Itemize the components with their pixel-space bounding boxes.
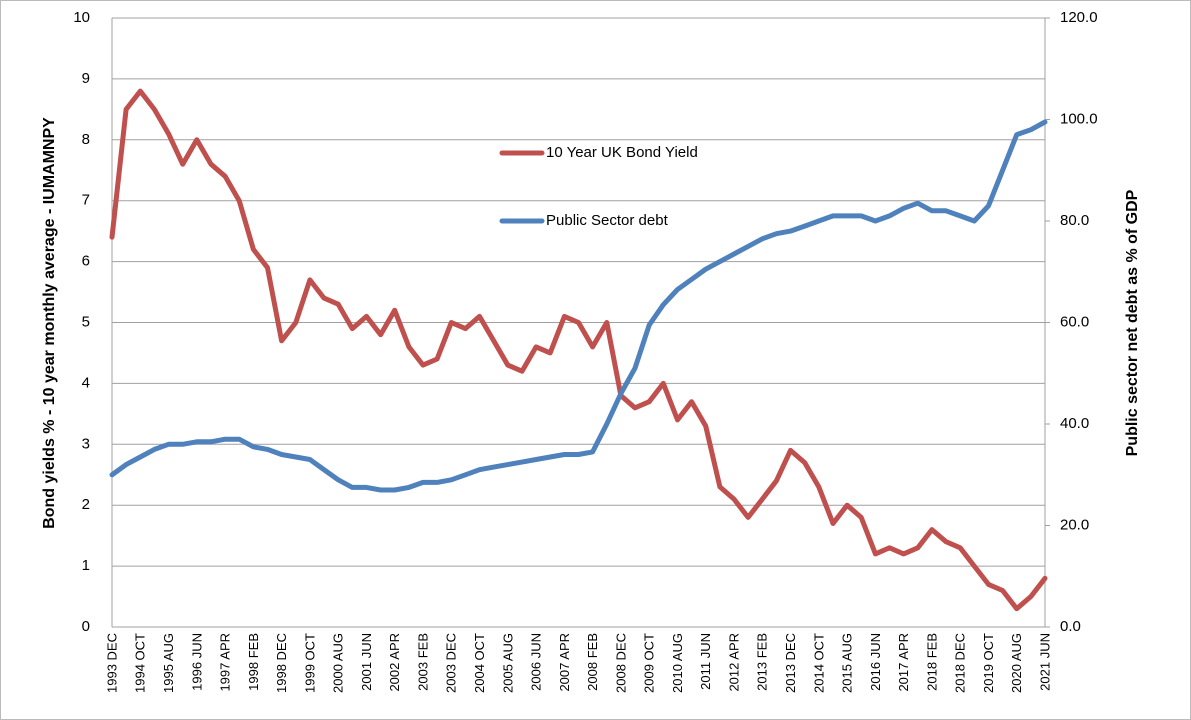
- x-tick-label: 1998 DEC: [274, 633, 289, 693]
- x-tick-label: 2007 APR: [557, 633, 572, 692]
- y-tick-label: 5: [82, 313, 90, 330]
- y-tick-label: 6: [82, 253, 90, 270]
- data-line: [109, 88, 1048, 612]
- y-tick-label: 0: [82, 618, 90, 635]
- y2-tick-label: 40.0: [1060, 415, 1089, 432]
- x-tick-label: 2008 DEC: [613, 633, 628, 693]
- data-line: [109, 119, 1048, 493]
- x-tick-label: 2012 APR: [726, 633, 741, 692]
- y2-tick-label: 0.0: [1060, 618, 1081, 635]
- y2-tick-label: 120.0: [1060, 9, 1098, 26]
- x-tick-label: 2014 OCT: [811, 633, 826, 693]
- x-tick-label: 2000 AUG: [331, 633, 346, 693]
- x-tick-label: 1999 OCT: [302, 633, 317, 693]
- x-tick-label: 1994 OCT: [133, 633, 148, 693]
- y-tick-label: 1: [82, 557, 90, 574]
- legend-label: 10 Year UK Bond Yield: [546, 144, 698, 161]
- x-tick-label: 2015 AUG: [840, 633, 855, 693]
- x-tick-label: 1997 APR: [218, 633, 233, 692]
- y-tick-label: 3: [82, 435, 90, 452]
- x-tick-label: 2011 JUN: [698, 633, 713, 690]
- x-tick-label: 2020 AUG: [1009, 633, 1024, 693]
- x-tick-label: 2017 APR: [896, 633, 911, 692]
- x-tick-label: 1996 JUN: [189, 633, 204, 691]
- y2-tick-label: 80.0: [1060, 212, 1089, 229]
- y-tick-label: 4: [82, 374, 90, 391]
- y-tick-label: 10: [73, 9, 90, 26]
- x-tick-label: 2002 APR: [387, 633, 402, 692]
- x-tick-label: 2009 OCT: [642, 633, 657, 693]
- x-tick-label: 2008 FEB: [585, 633, 600, 691]
- y-tick-label: 2: [82, 496, 90, 513]
- x-tick-label: 2013 FEB: [755, 633, 770, 691]
- x-tick-label: 2010 AUG: [670, 633, 685, 693]
- x-tick-label: 2001 JUN: [359, 633, 374, 691]
- legend-label: Public Sector debt: [546, 212, 669, 229]
- x-tick-label: 2006 JUN: [529, 633, 544, 691]
- y-axis-title: Bond yields % - 10 year monthly average …: [41, 117, 58, 529]
- x-tick-label: 1995 AUG: [161, 633, 176, 693]
- x-tick-label: 2019 OCT: [981, 633, 996, 693]
- y2-tick-label: 60.0: [1060, 313, 1089, 330]
- y-tick-label: 8: [82, 131, 90, 148]
- x-tick-label: 2018 FEB: [924, 633, 939, 691]
- y2-axis-title: Public sector net debt as % of GDP: [1124, 189, 1141, 456]
- y-tick-label: 9: [82, 70, 90, 87]
- x-tick-label: 2016 JUN: [868, 633, 883, 691]
- x-tick-label: 1993 DEC: [104, 633, 119, 693]
- x-tick-label: 2013 DEC: [783, 633, 798, 693]
- x-tick-label: 2021 JUN: [1037, 633, 1052, 691]
- x-tick-label: 2004 OCT: [472, 633, 487, 693]
- x-tick-label: 2003 FEB: [415, 633, 430, 691]
- x-tick-label: 2003 DEC: [444, 633, 459, 693]
- y2-tick-label: 20.0: [1060, 516, 1089, 533]
- x-tick-label: 1998 FEB: [246, 633, 261, 691]
- x-tick-label: 2005 AUG: [500, 633, 515, 693]
- y-tick-label: 7: [82, 192, 90, 209]
- x-tick-label: 2018 DEC: [953, 633, 968, 693]
- y2-tick-label: 100.0: [1060, 110, 1098, 127]
